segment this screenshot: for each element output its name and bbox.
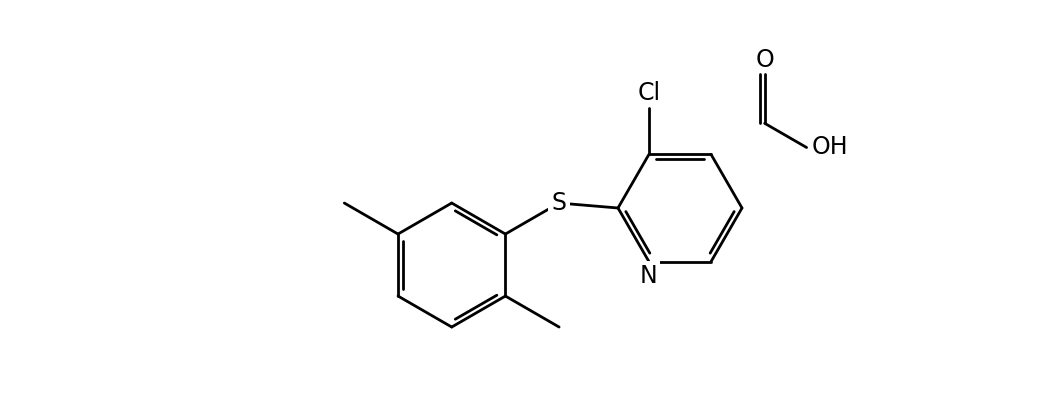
Text: OH: OH [812, 135, 848, 159]
Text: O: O [756, 48, 774, 72]
Text: Cl: Cl [637, 81, 660, 105]
Text: S: S [551, 191, 567, 215]
Text: N: N [640, 263, 658, 288]
